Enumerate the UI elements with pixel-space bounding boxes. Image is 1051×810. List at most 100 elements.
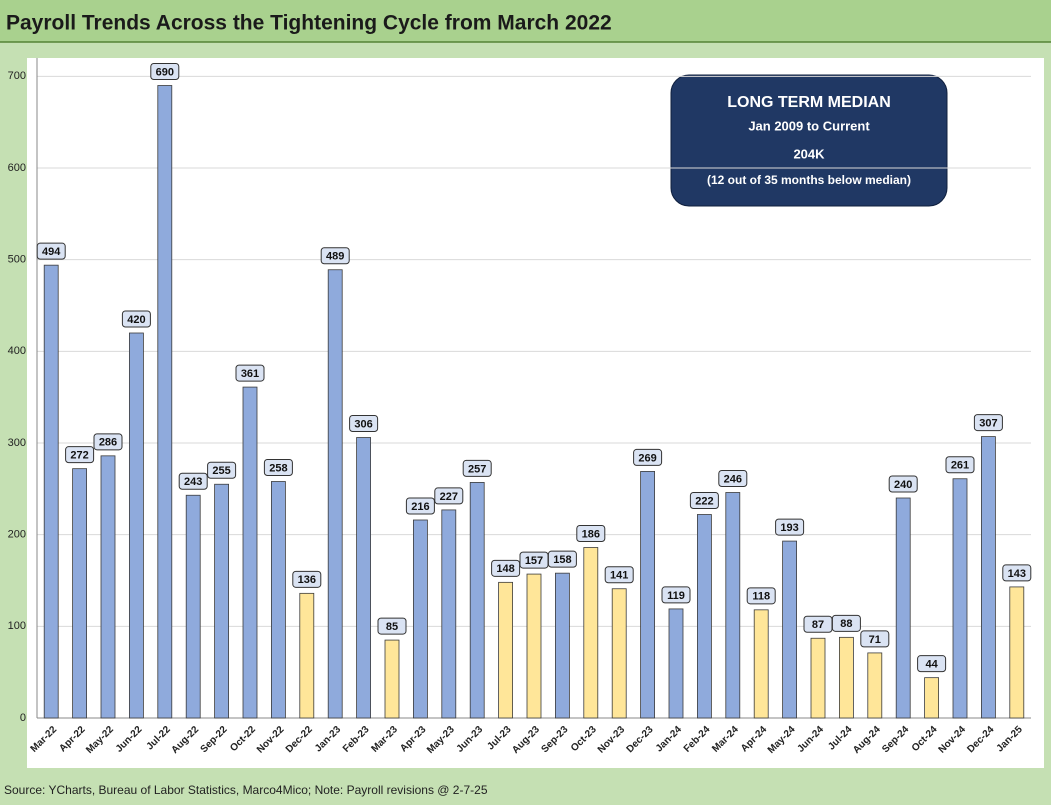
data-label-box xyxy=(718,470,748,487)
data-label: 71 xyxy=(869,634,881,646)
bar xyxy=(810,637,826,719)
data-label: 306 xyxy=(354,418,372,430)
annotation-line: (12 out of 35 months below median) xyxy=(707,173,911,187)
data-label: 216 xyxy=(411,501,429,513)
data-label: 261 xyxy=(951,460,969,472)
data-label: 136 xyxy=(298,574,316,586)
bar xyxy=(384,639,400,719)
data-label-box xyxy=(292,570,322,588)
y-tick-label: 400 xyxy=(8,345,26,357)
data-label: 44 xyxy=(925,659,938,671)
data-label-box xyxy=(888,475,918,493)
data-label: 85 xyxy=(386,621,398,633)
data-label: 286 xyxy=(99,437,117,449)
data-label-box xyxy=(1002,564,1032,582)
data-label-box xyxy=(491,559,521,577)
bar xyxy=(100,455,116,719)
data-label: 690 xyxy=(156,66,174,78)
bar xyxy=(270,481,286,719)
bar xyxy=(185,494,201,719)
data-label: 141 xyxy=(610,570,628,582)
bar xyxy=(697,514,712,719)
data-label-box xyxy=(576,525,606,542)
data-label: 148 xyxy=(496,563,514,575)
bar xyxy=(981,436,996,719)
annotation-heading: LONG TERM MEDIAN xyxy=(727,94,891,111)
annotation-box xyxy=(670,74,948,207)
bar xyxy=(555,572,570,719)
data-label: 243 xyxy=(184,476,202,488)
data-label-box xyxy=(263,459,293,476)
data-label: 240 xyxy=(894,479,912,491)
data-label: 307 xyxy=(979,417,997,429)
data-label: 269 xyxy=(638,452,656,464)
source-note: Source: YCharts, Bureau of Labor Statist… xyxy=(4,783,488,797)
data-label-box xyxy=(831,614,861,632)
title-bar xyxy=(0,0,1051,42)
bar xyxy=(640,471,655,719)
data-label-box xyxy=(178,472,208,490)
data-label-box xyxy=(689,492,719,509)
bar xyxy=(839,636,854,719)
data-label-box xyxy=(547,550,577,568)
bar xyxy=(782,540,797,719)
data-label: 227 xyxy=(440,491,458,503)
y-tick-label: 100 xyxy=(8,620,26,632)
y-tick-label: 0 xyxy=(20,712,26,724)
data-label: 246 xyxy=(724,473,742,485)
data-label-box xyxy=(945,456,975,474)
bar xyxy=(1009,586,1025,719)
bar xyxy=(356,437,372,719)
data-label-box xyxy=(36,242,66,260)
bar xyxy=(895,497,911,719)
y-tick-label: 300 xyxy=(8,437,26,449)
bar xyxy=(498,581,514,719)
bar xyxy=(128,332,144,719)
data-label: 157 xyxy=(525,555,543,567)
data-label-box xyxy=(604,566,634,584)
bar xyxy=(157,85,173,719)
data-label-box xyxy=(917,655,947,673)
data-label-box xyxy=(320,247,350,265)
data-label: 119 xyxy=(667,590,685,602)
data-label-box xyxy=(65,446,95,464)
data-label: 361 xyxy=(241,368,259,380)
annotation-line: Jan 2009 to Current xyxy=(748,118,870,133)
data-label-box xyxy=(746,587,776,605)
data-label: 420 xyxy=(127,314,145,326)
data-label: 255 xyxy=(212,465,230,477)
data-label-box xyxy=(973,414,1003,432)
data-label: 186 xyxy=(582,528,600,540)
data-label-box xyxy=(434,487,464,505)
bar xyxy=(924,677,939,719)
data-label-box xyxy=(235,364,265,382)
data-label: 494 xyxy=(42,246,61,258)
chart-title: Payroll Trends Across the Tightening Cyc… xyxy=(6,12,612,35)
bar xyxy=(668,608,684,719)
y-tick-label: 200 xyxy=(8,529,26,541)
data-label-box xyxy=(150,63,180,80)
data-label-box xyxy=(405,497,435,515)
bar xyxy=(469,482,485,719)
bar xyxy=(441,509,457,719)
bar xyxy=(753,609,769,719)
data-label-box xyxy=(462,459,492,477)
data-label-box xyxy=(349,415,379,432)
data-label: 222 xyxy=(695,495,713,507)
bar xyxy=(299,592,315,719)
y-tick-label: 700 xyxy=(8,70,26,82)
bar xyxy=(327,269,343,719)
y-tick-label: 500 xyxy=(8,254,26,266)
data-label-box xyxy=(860,630,890,648)
data-label: 193 xyxy=(780,522,798,534)
data-label: 489 xyxy=(326,251,344,263)
data-label: 158 xyxy=(553,554,571,566)
data-label: 118 xyxy=(752,591,770,603)
data-label: 88 xyxy=(840,618,852,630)
data-label-box xyxy=(121,310,151,328)
bar xyxy=(412,519,428,719)
bar xyxy=(725,492,741,719)
bar xyxy=(952,478,968,719)
